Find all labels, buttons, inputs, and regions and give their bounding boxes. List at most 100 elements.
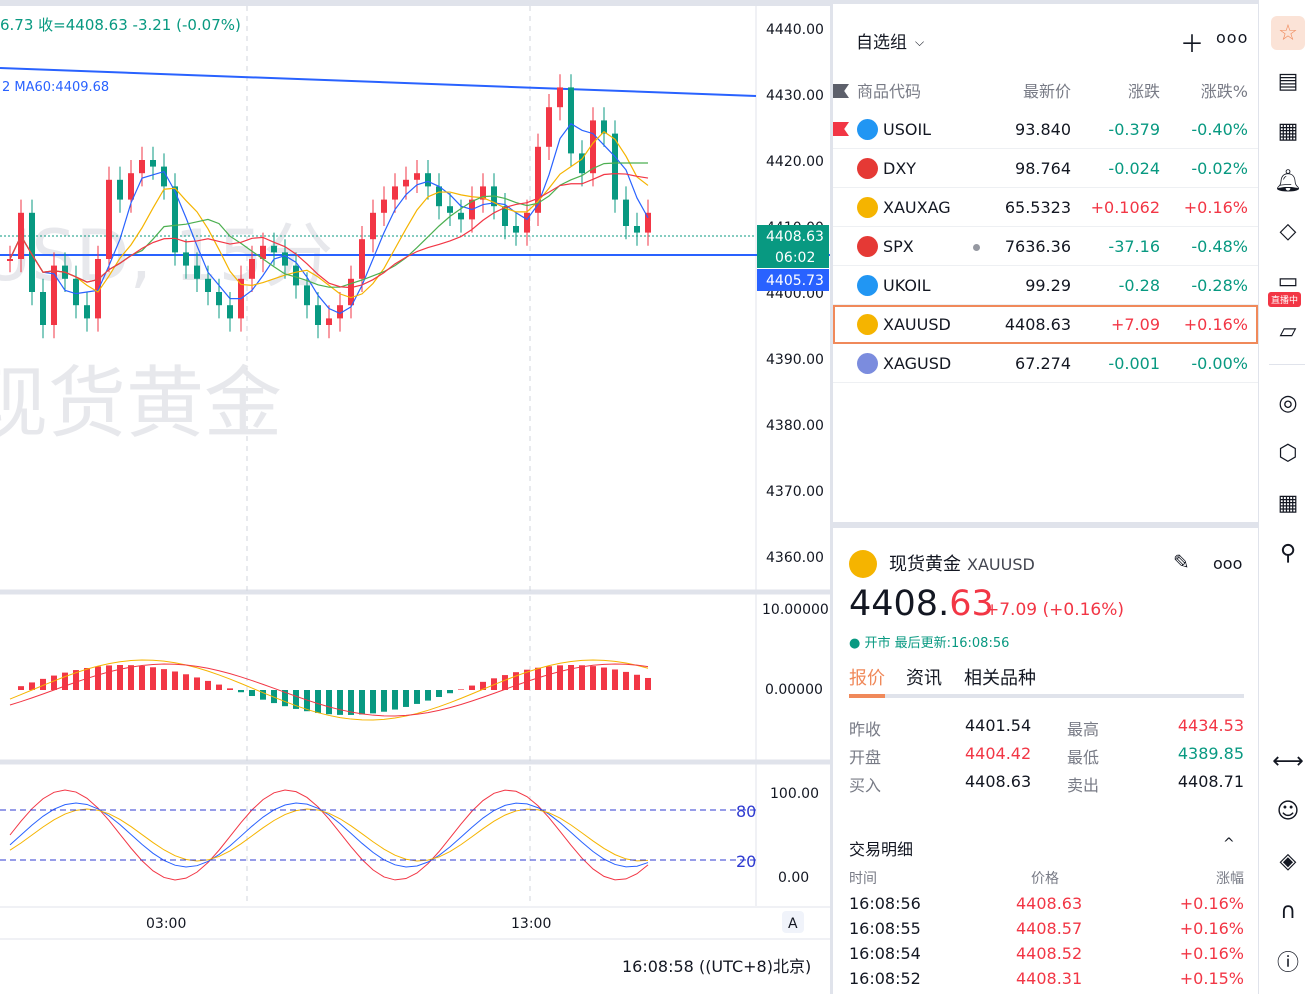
- candle-body: [51, 265, 57, 325]
- watchlist-row-xauusd[interactable]: XAUUSD 4408.63 +7.09 +0.16%: [833, 305, 1258, 344]
- macd-bar: [238, 690, 244, 693]
- target-icon[interactable]: ◎: [1278, 390, 1298, 416]
- width-toggle-icon[interactable]: ⟷: [1272, 748, 1304, 774]
- last-price: 93.840: [1015, 120, 1071, 139]
- gold-icon: [857, 314, 878, 335]
- more-icon[interactable]: ooo: [1216, 28, 1249, 47]
- macd-bar: [106, 665, 112, 690]
- tab-quote[interactable]: 报价: [849, 668, 885, 689]
- change: -0.28: [1118, 276, 1160, 295]
- macd-bar: [458, 689, 464, 690]
- macd-bar: [645, 677, 651, 690]
- calendar-icon[interactable]: ▦: [1277, 118, 1299, 144]
- price-axis[interactable]: 4440.004430.004420.004410.004400.004390.…: [766, 22, 824, 566]
- price-axis-label: 4420.00: [766, 154, 824, 170]
- chevron-up-icon[interactable]: ^: [1223, 836, 1235, 852]
- candle-body: [205, 278, 211, 292]
- candle-body: [568, 87, 574, 154]
- col-change[interactable]: 涨跌: [1127, 82, 1160, 101]
- macd-bar: [634, 674, 640, 690]
- watchlist-row-spx[interactable]: SPX 7636.36 -37.16 -0.48%: [833, 227, 1258, 266]
- macd-bar: [359, 690, 365, 715]
- line-price-tag: 4405.73: [766, 273, 824, 289]
- news-icon[interactable]: ▤: [1277, 68, 1299, 94]
- macd-bar: [139, 665, 145, 690]
- candle-body: [557, 87, 563, 108]
- tab-news[interactable]: 资讯: [906, 668, 942, 689]
- macd-bar: [469, 685, 475, 690]
- watchlist-row-xagusd[interactable]: XAGUSD 67.274 -0.001 -0.00%: [833, 344, 1258, 383]
- macd-bar: [216, 684, 222, 690]
- layers-icon[interactable]: ◇: [1279, 218, 1297, 244]
- col-last[interactable]: 最新价: [1022, 82, 1071, 101]
- candle-body: [106, 179, 112, 259]
- symbol: XAUUSD: [883, 315, 951, 334]
- handshake-icon[interactable]: ◈: [1279, 848, 1297, 874]
- candle-body: [216, 292, 222, 306]
- education-icon[interactable]: ⬡: [1278, 440, 1298, 466]
- video-icon[interactable]: ▭: [1277, 268, 1299, 294]
- macd-bar: [403, 690, 409, 707]
- alert-icon[interactable]: 🔔︎: [1274, 168, 1302, 194]
- main-pane: [0, 0, 830, 940]
- tab-related[interactable]: 相关品种: [964, 668, 1036, 689]
- macd-bar: [271, 690, 277, 704]
- flag-icon[interactable]: [833, 122, 849, 136]
- price-chart[interactable]: USD, 15分 现货黄金 80 20 4440.00 4430.00 4420.0…: [0, 0, 830, 994]
- macd-bar: [436, 690, 442, 697]
- watchlist-row-ukoil[interactable]: UKOIL 99.29 -0.28 -0.28%: [833, 266, 1258, 305]
- table-icon[interactable]: ▦: [1277, 490, 1299, 516]
- change-pct: -0.48%: [1191, 237, 1248, 256]
- candle-body: [315, 305, 321, 325]
- quote-label: 最低: [1067, 748, 1100, 767]
- symbol: SPX: [883, 237, 914, 256]
- bot-icon[interactable]: ☺: [1276, 798, 1300, 824]
- col-symbol[interactable]: 商品代码: [857, 82, 922, 101]
- change: +0.1062: [1090, 198, 1160, 217]
- candle-body: [128, 173, 134, 200]
- moving-averages: [9, 122, 649, 315]
- candle-body: [524, 212, 530, 233]
- gold-silver-icon: [857, 197, 878, 218]
- add-symbol-button[interactable]: ＋: [1180, 30, 1204, 58]
- macd-bar: [480, 681, 486, 690]
- macd-bar: [546, 666, 552, 690]
- flag-icon[interactable]: [833, 84, 849, 98]
- headset-icon[interactable]: ∩: [1279, 898, 1297, 924]
- network-icon[interactable]: ⚲: [1279, 540, 1297, 566]
- watchlist-row-usoil[interactable]: USOIL 93.840 -0.379 -0.40%: [833, 110, 1258, 149]
- edit-icon[interactable]: ✎: [1173, 550, 1190, 574]
- trade-row: 16:08:54 4408.52 +0.16%: [849, 944, 1244, 963]
- macd-bar: [183, 674, 189, 690]
- macd-bar: [370, 690, 376, 714]
- watchlist-icon[interactable]: ☆: [1271, 16, 1305, 50]
- change: +7.09: [1110, 315, 1160, 334]
- chart-canvas[interactable]: USD, 15分 现货黄金 80 20 4440.004430.004420.0…: [0, 0, 830, 994]
- last-price: 99.29: [1025, 276, 1071, 295]
- candle-body: [425, 173, 431, 187]
- help-icon[interactable]: ⓘ: [1276, 951, 1299, 976]
- col-change-pct[interactable]: 涨跌%: [1200, 82, 1248, 101]
- change-pct: -0.28%: [1191, 276, 1248, 295]
- oil-icon: [857, 119, 878, 140]
- macd-bar: [381, 690, 387, 712]
- macd-histogram: [9, 659, 651, 721]
- kdj-axis-top: 100.00: [770, 786, 819, 802]
- watchlist-row-dxy[interactable]: DXY 98.764 -0.024 -0.02%: [833, 149, 1258, 188]
- more-icon[interactable]: ooo: [1213, 554, 1243, 573]
- live-badge[interactable]: 直播中: [1268, 292, 1302, 307]
- chat-icon[interactable]: ▱: [1279, 318, 1297, 344]
- price-axis-label: 4440.00: [766, 22, 824, 38]
- auto-scale-button[interactable]: [782, 911, 804, 933]
- right-toolbar: ☆ ▤ ▦ 🔔︎ ◇ ▭ 直播中 ▱ ◎ ⬡ ▦ ⚲ ⟷ ☺ ◈ ∩ ⓘ: [1258, 0, 1315, 994]
- macd-bar: [227, 688, 233, 690]
- quote-label: 昨收: [849, 720, 882, 739]
- change-pct: +0.16%: [1183, 315, 1248, 334]
- candle-body: [150, 160, 156, 167]
- countdown-tag: 06:02: [775, 250, 815, 266]
- candle-body: [172, 186, 178, 253]
- watchlist-row-xauxag[interactable]: XAUXAG 65.5323 +0.1062 +0.16%: [833, 188, 1258, 227]
- candle-body: [590, 120, 596, 174]
- watchlist-title-dropdown[interactable]: 自选组 ⌵: [856, 33, 925, 53]
- macd-bar: [513, 672, 519, 690]
